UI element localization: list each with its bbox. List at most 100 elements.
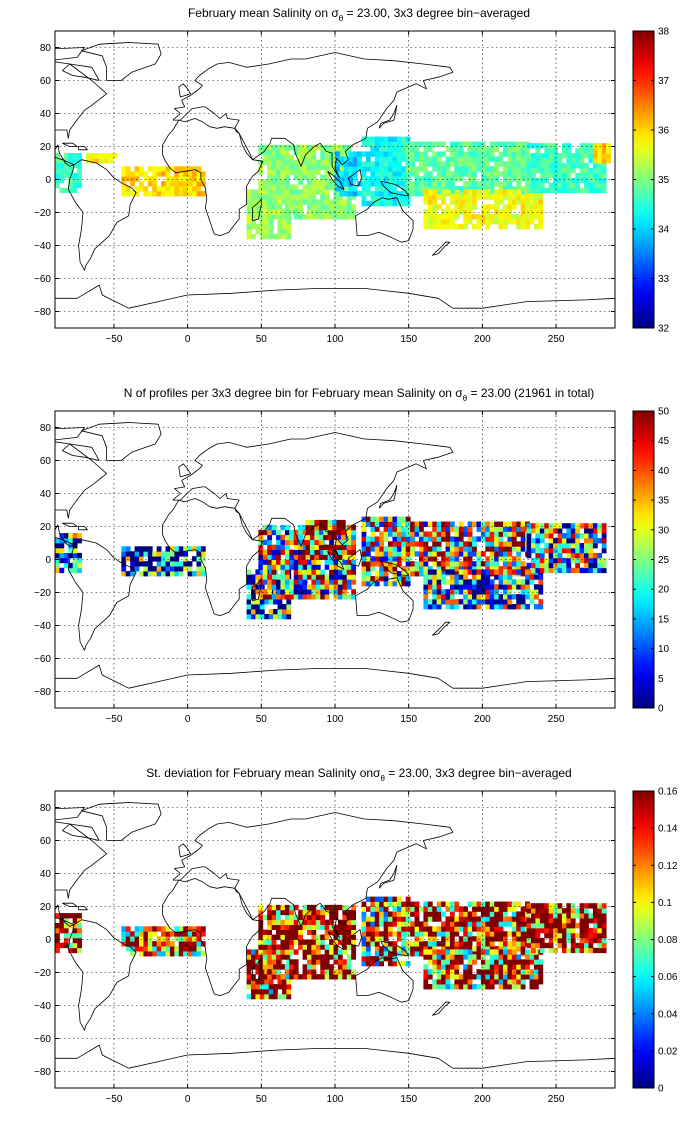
bin-cell [535,552,541,559]
bin-cell [72,557,78,564]
bin-cell [498,959,504,965]
bin-cell [324,169,330,175]
bin-cell [566,543,572,549]
bin-cell [441,594,446,600]
bin-cell [526,942,532,949]
bin-cell [311,589,317,595]
bin-cell [533,209,539,215]
bin-cell [72,538,78,544]
bin-cell [520,584,526,590]
bin-cell [262,549,268,555]
bin-cell [588,557,594,564]
bin-cell [314,519,320,526]
bin-cell [267,959,273,965]
bin-cell [427,604,433,610]
bin-cell [441,531,446,537]
bin-cell [538,219,544,225]
bin-cell [268,984,274,990]
bin-cell [531,187,536,194]
bin-cell [544,167,550,174]
bin-cell [324,209,330,215]
bin-cell [156,546,162,552]
bin-cell [187,571,193,577]
bin-cell [280,169,286,175]
bin-cell [538,604,544,610]
bin-cell [520,979,526,985]
bin-cell [280,964,286,970]
bin-cell [485,921,491,927]
bin-cell [196,926,202,932]
bin-cell [494,521,499,527]
bin-cell [351,924,357,930]
bin-cell [293,929,299,935]
bin-cell [337,974,343,980]
bin-cell [251,613,256,620]
bin-cell [286,229,292,235]
bin-cell [165,946,171,952]
bin-cell [379,156,385,162]
bin-cell [449,926,455,932]
bin-cell [503,521,508,527]
bin-cell [405,921,411,927]
bin-cell [544,528,550,534]
bin-cell [410,166,415,172]
bin-cell [584,923,589,929]
bin-cell [365,576,371,582]
bin-cell [592,903,598,909]
bin-cell [298,164,303,170]
bin-cell [277,613,283,620]
bin-cell [187,946,193,952]
bin-cell [383,556,389,562]
bin-cell [427,959,433,965]
bin-cell [280,149,286,156]
bin-cell [410,161,415,167]
bin-cell [280,919,286,926]
bin-cell [396,921,402,927]
bin-cell [445,526,451,532]
bin-cell [592,153,598,159]
bin-cell [445,954,451,960]
bin-cell [152,176,158,182]
bin-cell [601,557,607,564]
bin-cell [307,169,312,175]
bin-cell [262,144,268,151]
bin-cell [55,172,60,179]
bin-cell [480,599,486,605]
bin-cell [143,926,149,932]
bin-cell [507,906,513,912]
bin-cell [511,906,517,912]
bin-cell [494,566,499,572]
bin-cell [414,561,420,567]
bin-cell [348,191,354,197]
bin-cell [392,531,398,537]
bin-cell [246,599,252,605]
bin-cell [267,174,273,180]
bin-cell [174,566,180,572]
bin-cell [441,219,446,225]
bin-cell [535,538,541,544]
bin-cell [601,937,607,944]
bin-cell [156,946,162,952]
bin-cell [498,906,504,912]
bin-cell [276,154,281,161]
bin-cell [259,984,265,990]
bin-cell [423,964,429,970]
bin-cell [516,584,522,590]
bin-cell [588,528,594,534]
bin-cell [405,566,411,572]
bin-cell [302,594,308,600]
bin-cell [436,931,442,937]
bin-cell [346,574,352,580]
bin-cell [503,594,508,600]
bin-cell [526,523,532,529]
bin-cell [597,923,603,929]
bin-cell [419,951,424,957]
bin-cell [298,534,303,541]
bin-cell [284,169,290,175]
bin-cell [379,536,385,542]
bin-cell [503,604,508,610]
bin-cell [183,926,189,932]
bin-cell [485,574,491,580]
bin-cell [262,149,268,156]
bin-cell [467,156,473,162]
